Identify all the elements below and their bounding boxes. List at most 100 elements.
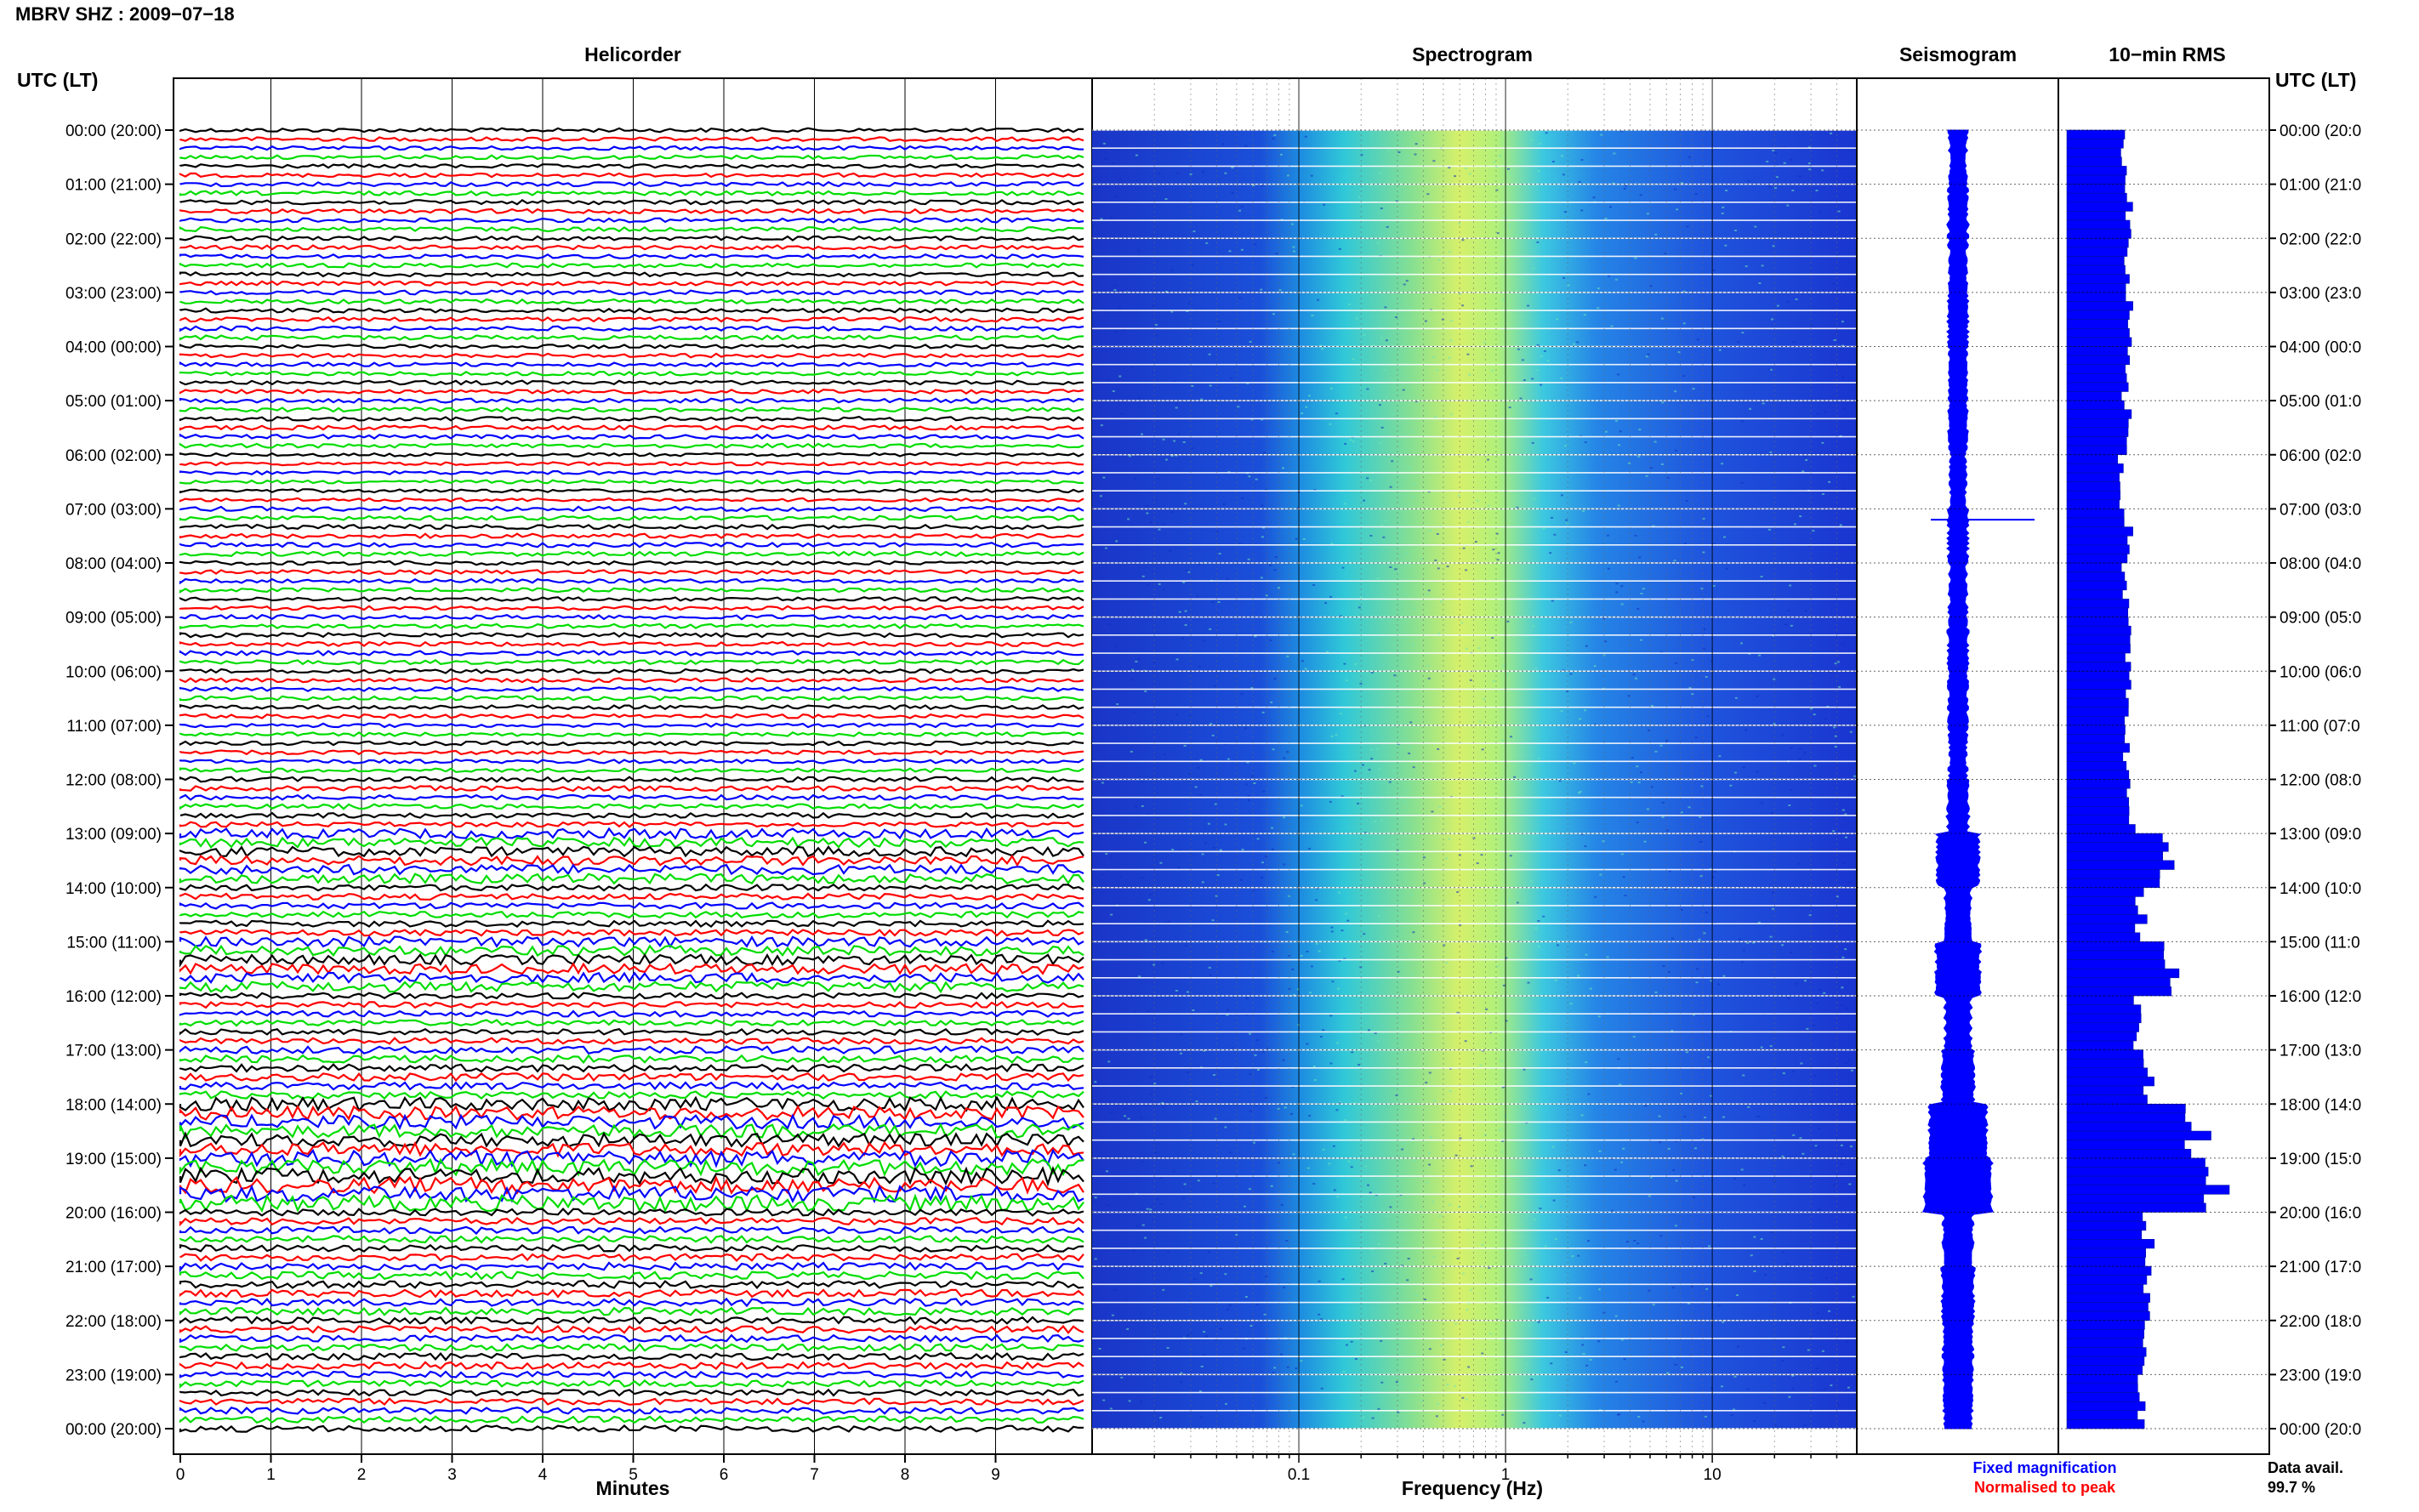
spectrogram-cell [1311,315,1314,316]
spectrogram-cell [1357,1064,1361,1066]
helicorder-trace [179,433,1084,441]
spectrogram-cell [1623,1358,1626,1361]
spectrogram-cell [1231,1047,1234,1049]
spectrogram-cell [1540,355,1543,357]
spectrogram-cell [1562,669,1565,672]
spectrogram-cell [1686,1051,1688,1054]
spectrogram-cell [1384,306,1387,309]
spectrogram-cell [1536,241,1540,243]
spectrogram-cell [1583,314,1586,316]
spectrogram-cell [1470,1165,1473,1168]
spectrogram-cell [1682,290,1686,293]
spectrogram-cell [1614,1380,1618,1383]
spectrogram-cell [1449,1203,1452,1206]
spectrogram-cell [1295,537,1298,540]
spectrogram-cell [1437,567,1440,570]
spectrogram-cell [1523,1068,1526,1071]
spectrogram-cell [1787,610,1790,612]
spectrogram-cell [1371,1270,1375,1272]
spectrogram-cell [1712,584,1716,587]
spectrogram-cell [1585,1364,1589,1367]
spectrogram-cell [1310,965,1313,968]
helicorder-trace [179,845,1084,858]
spectrogram-cell [1240,205,1244,207]
spectrogram-cell [1611,1209,1614,1212]
spectrogram-cell [1828,480,1831,483]
spectrogram-cell [1620,585,1624,588]
helicorder-trace [179,452,1084,458]
spectrogram-cell [1221,143,1225,145]
rms-bar [2066,634,2131,645]
rms-bar [2066,1077,2154,1087]
spectrogram-cell [1377,1242,1380,1245]
spectrogram-cell [1300,1360,1303,1362]
spectrogram-cell [1340,615,1342,617]
spectrogram-cell [1523,900,1526,902]
spectrogram-cell [1137,397,1141,400]
spectrogram-cell [1420,558,1424,560]
rms-bar [2066,391,2122,401]
rms-bar [2066,1293,2150,1303]
spectrogram-cell [1493,161,1496,163]
spectrogram-cell [1592,196,1596,199]
spectrogram-cell [1781,734,1784,736]
spectrogram-cell [1380,426,1384,429]
spectrogram-cell [1782,1072,1785,1075]
spectrogram-cell [1176,172,1180,174]
spectrogram-cell [1539,1208,1542,1209]
hour-label-left: 07:00 (03:00) [65,501,162,519]
rms-bar [2066,1094,2148,1105]
spectrogram-cell [1501,1086,1505,1089]
spectrogram-cell [1244,727,1247,730]
spectrogram-cell [1248,799,1250,802]
rms-bar [2066,355,2130,366]
spectrogram-cell [1841,487,1845,490]
spectrogram-cell [1762,402,1765,405]
spectrogram-cell [1502,664,1505,667]
spectrogram-cell [1380,524,1383,526]
spectrogram-cell [1791,190,1795,191]
spectrogram-cell [1322,1029,1325,1032]
spectrogram-cell [1815,1367,1819,1369]
helicorder-trace [179,1379,1084,1389]
spectrogram-cell [1519,161,1523,162]
spectrogram-cell [1257,1069,1260,1071]
helicorder-trace [179,370,1084,377]
spectrogram-cell [1772,891,1774,894]
spectrogram-cell [1306,1043,1309,1045]
rms-bar [2066,1049,2143,1060]
rms-bar [2066,1067,2148,1077]
spectrogram-cell [1523,379,1526,381]
spectrogram-cell [1536,369,1540,372]
spectrogram-cell [1140,1117,1143,1119]
spectrogram-cell [1109,1407,1113,1410]
spectrogram-cell [1821,493,1824,495]
spectrogram-cell [1347,1160,1351,1162]
spectrogram-cell [1813,713,1816,716]
spectrogram-cell [1495,532,1499,535]
spectrogram-cell [1721,463,1724,465]
spectrogram-cell [1403,800,1407,803]
spectrogram-cell [1170,310,1174,313]
spectrogram-cell [1261,861,1264,864]
spectrogram-cell [1821,441,1824,444]
helicorder-trace [179,1415,1084,1424]
spectrogram-cell [1647,353,1650,355]
spectrogram-cell [1435,1415,1438,1418]
spectrogram-cell [1402,389,1405,391]
rms-bar [2066,535,2128,546]
spectrogram-cell [1385,339,1388,342]
spectrogram-cell [1412,766,1415,769]
spectrogram-cell [1411,974,1414,976]
spectrogram-cell [1524,1254,1528,1257]
spectrogram-cell [1531,378,1534,380]
spectrogram-cell [1141,877,1144,879]
spectrogram-cell [1379,172,1382,174]
spectrogram-cell [1510,736,1512,738]
helicorder-trace [179,424,1084,431]
spectrogram-cell [1801,470,1805,473]
spectrogram-cell [1322,1148,1325,1151]
spectrogram-cell [1244,1296,1248,1298]
helicorder-trace [179,542,1084,549]
helicorder-trace [179,1071,1084,1083]
